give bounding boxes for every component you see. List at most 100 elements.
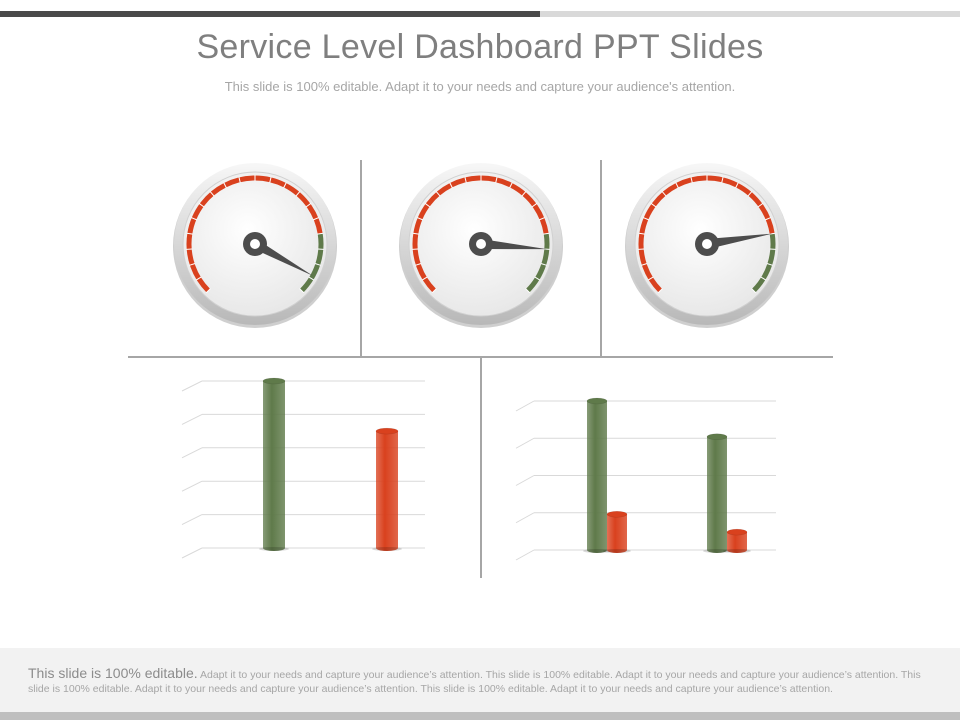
gauge-tick — [540, 262, 547, 266]
gauge-tick — [305, 203, 312, 208]
gauge-tick — [531, 203, 538, 208]
bar-green-1-top — [586, 397, 608, 405]
top-accent-bar-light — [540, 11, 960, 17]
gauge-tick — [661, 191, 667, 197]
gauge-tick — [269, 176, 272, 183]
divider-gauge-1-2 — [360, 160, 362, 357]
gauge-tick — [509, 182, 513, 189]
gauge-tick — [313, 217, 319, 221]
gauge-tick — [690, 176, 693, 183]
gauge-tick — [449, 182, 453, 189]
gauge-tick — [189, 262, 196, 266]
footer-body: Adapt it to your needs and capture your … — [28, 669, 921, 695]
gauge-tick — [521, 191, 527, 197]
bar-red-2 — [376, 431, 398, 551]
gauge-tick — [424, 203, 431, 208]
gauge-tick — [412, 232, 419, 235]
bar-green-2-top — [706, 433, 728, 441]
divider-horizontal — [128, 356, 833, 358]
gauge-tick — [238, 176, 241, 183]
gauge-tick — [317, 232, 324, 235]
bar-green-1 — [263, 381, 285, 551]
gauge-tick — [195, 276, 202, 281]
gauge-tick — [650, 203, 657, 208]
bar-red-2-top — [375, 427, 399, 435]
bar-green-1 — [587, 401, 607, 553]
gauge-tick — [534, 276, 541, 281]
gridline-slant — [181, 447, 203, 459]
bar-red-1-shadow — [603, 549, 631, 553]
gauge-tick — [525, 288, 531, 294]
gauge-2 — [399, 163, 563, 328]
gauge-tick — [421, 276, 428, 281]
gauge-tick — [751, 288, 757, 294]
bottom-accent-bar — [0, 712, 960, 720]
bar-red-1 — [607, 514, 627, 553]
gauge-tick — [641, 262, 648, 266]
gauge-tick — [747, 191, 753, 197]
gauge-tick — [205, 288, 211, 294]
gridline-slant — [181, 480, 203, 492]
bar-green-1-shadow — [583, 549, 611, 553]
bar-red-2-shadow — [372, 547, 402, 551]
gridline-slant — [181, 380, 203, 392]
gauge-tick — [198, 203, 205, 208]
divider-gauge-2-3 — [600, 160, 602, 357]
gauge-tick — [760, 276, 767, 281]
gauge-hub-center — [702, 239, 712, 249]
gauge-hub-center — [476, 239, 486, 249]
gauge-tick — [209, 191, 215, 197]
bar-red-1-top — [606, 510, 628, 518]
gridline-slant — [181, 547, 203, 559]
gridline-slant — [181, 514, 203, 526]
gauge-tick — [417, 217, 423, 221]
top-accent-bar — [0, 11, 540, 17]
footer-lead: This slide is 100% editable. — [28, 665, 198, 681]
gauge-hub-center — [250, 239, 260, 249]
gauge-tick — [543, 232, 550, 235]
bar-green-1-shadow — [259, 547, 289, 551]
gauge-tick — [638, 232, 645, 235]
gauge-tick — [766, 262, 773, 266]
gridline-slant — [515, 512, 535, 524]
gauge-tick — [191, 217, 197, 221]
gridline-slant — [515, 475, 535, 486]
gauge-tick — [314, 262, 321, 266]
footer-text: This slide is 100% editable. Adapt it to… — [28, 666, 928, 696]
bar-green-1-top — [262, 377, 286, 385]
footer-panel: This slide is 100% editable. Adapt it to… — [0, 648, 960, 712]
gauge-needle — [252, 239, 313, 276]
bar-green-2-shadow — [703, 549, 731, 553]
gauge-tick — [308, 276, 315, 281]
bar-red-2 — [727, 532, 747, 553]
gauge-tick — [295, 191, 301, 197]
bar-red-2-top — [726, 528, 748, 536]
gauge-tick — [765, 217, 771, 221]
gauge-tick — [431, 288, 437, 294]
gauge-tick — [675, 182, 679, 189]
gauge-tick — [657, 288, 663, 294]
gauge-tick — [721, 176, 724, 183]
bar-chart-left — [181, 377, 425, 559]
gauge-tick — [757, 203, 764, 208]
gauge-tick — [643, 217, 649, 221]
gridline-slant — [515, 549, 535, 561]
gauge-tick — [464, 176, 467, 183]
gauge-tick — [495, 176, 498, 183]
gauge-1 — [173, 163, 337, 328]
gauge-tick — [435, 191, 441, 197]
gauge-tick — [415, 262, 422, 266]
slide-subtitle: This slide is 100% editable. Adapt it to… — [224, 79, 736, 94]
gauge-tick — [539, 217, 545, 221]
bar-green-2 — [707, 436, 727, 553]
gauge-tick — [299, 288, 305, 294]
gridline-slant — [515, 400, 535, 412]
gauge-3 — [625, 163, 789, 328]
gauge-needle — [480, 239, 547, 250]
divider-bars — [480, 358, 482, 578]
gauge-needle — [706, 233, 773, 249]
bar-red-2-shadow — [723, 549, 751, 553]
gauge-tick — [223, 182, 227, 189]
gridline-slant — [181, 413, 203, 425]
gauge-tick — [283, 182, 287, 189]
